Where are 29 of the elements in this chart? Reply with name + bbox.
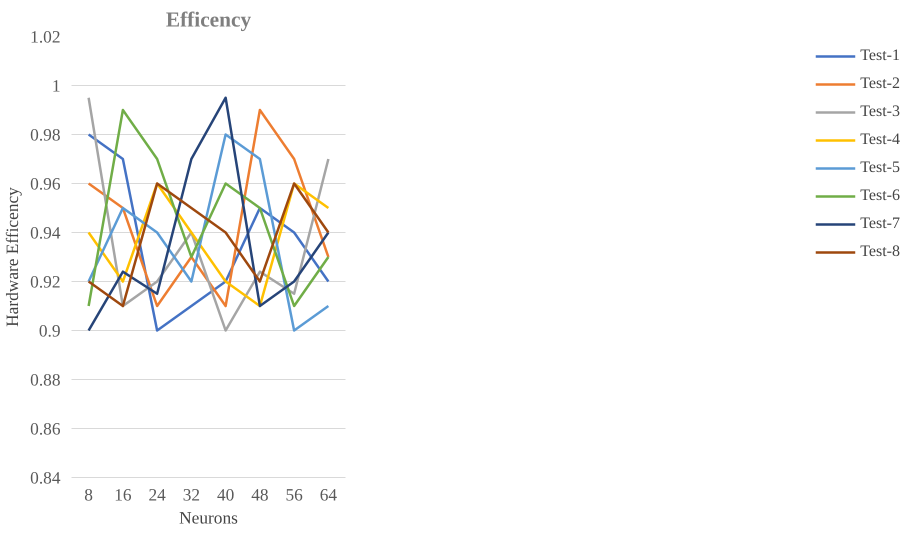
legend-label: Test-4 — [860, 131, 900, 149]
legend-label: Test-8 — [860, 243, 900, 261]
x-tick-label: 24 — [148, 486, 166, 504]
y-tick-label: 0.9 — [38, 322, 61, 340]
y-tick-label: 0.86 — [30, 420, 61, 438]
x-tick-label: 16 — [114, 486, 132, 504]
y-tick-label: 0.92 — [30, 272, 61, 292]
x-tick-label: 64 — [320, 486, 338, 504]
y-tick-label: 0.94 — [30, 224, 61, 242]
y-tick-label: 0.96 — [30, 174, 61, 194]
legend-label: Test-2 — [860, 75, 900, 93]
x-tick-label: 32 — [182, 486, 200, 504]
y-tick-label: 1.02 — [30, 28, 61, 46]
legend-label: Test-6 — [860, 187, 900, 205]
y-tick-label: 1 — [52, 76, 61, 96]
legend-label: Test-1 — [860, 47, 900, 65]
y-tick-label: 0.84 — [30, 468, 61, 488]
legend-label: Test-3 — [860, 103, 900, 121]
x-tick-label: 56 — [285, 486, 304, 504]
x-tick-label: 48 — [251, 486, 269, 504]
y-tick-label: 0.88 — [30, 370, 61, 390]
x-tick-label: 8 — [84, 486, 93, 504]
legend-label: Test-7 — [860, 215, 900, 233]
x-axis-title: Neurons — [179, 508, 238, 528]
x-tick-label: 40 — [216, 486, 234, 504]
y-tick-label: 0.98 — [30, 126, 61, 144]
legend-label: Test-5 — [860, 159, 900, 177]
chart-title: Efficency — [166, 8, 252, 32]
y-axis-title: Hardware Efficency — [3, 186, 22, 327]
